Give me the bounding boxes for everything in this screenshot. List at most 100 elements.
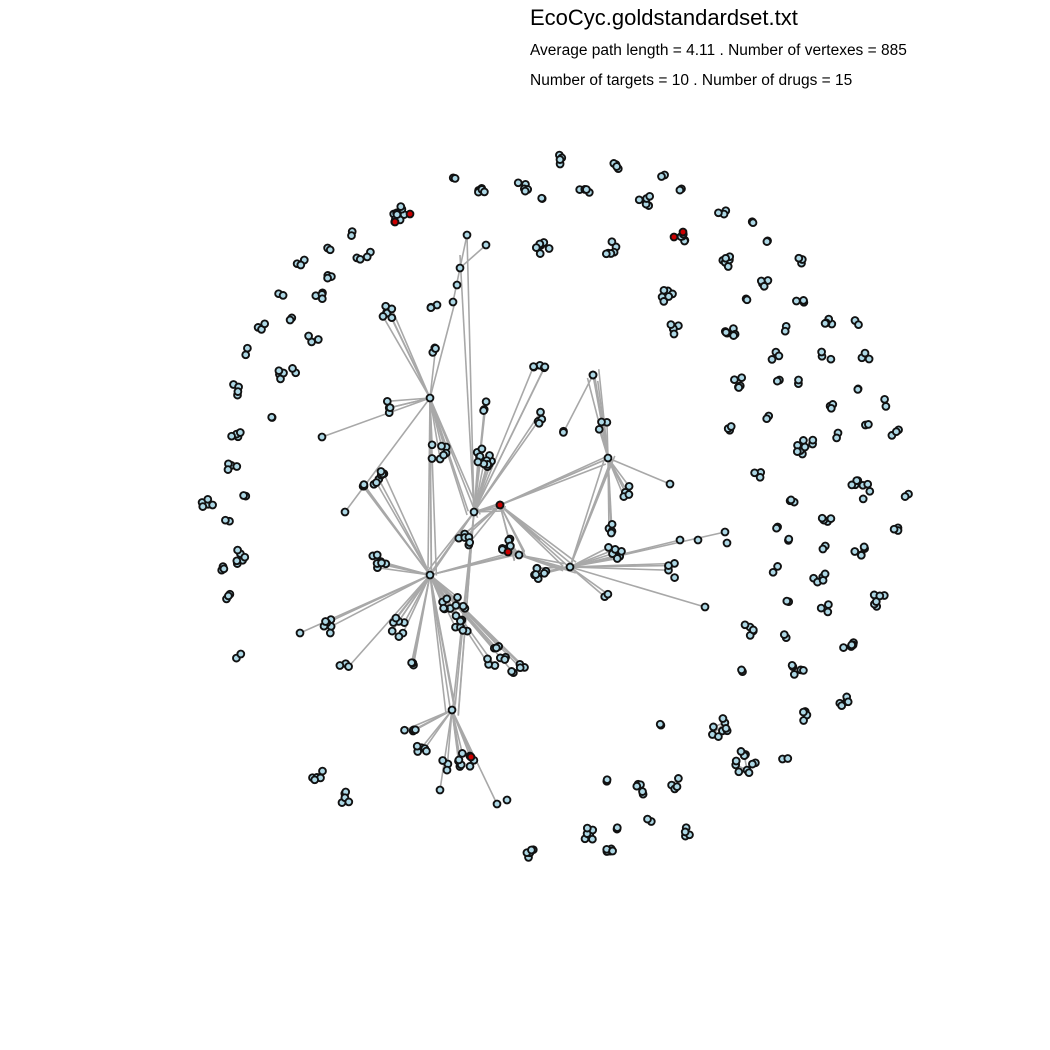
edge (473, 366, 535, 513)
vertex-node (664, 561, 673, 570)
vertex-node (448, 297, 458, 307)
edge (429, 574, 451, 707)
vertex-node (477, 444, 487, 454)
edge (424, 709, 453, 750)
vertex-node (239, 491, 248, 500)
vertex-node (617, 546, 626, 556)
vertex-node (799, 436, 808, 445)
vertex-node (325, 628, 335, 638)
vertex-node (666, 320, 676, 329)
edge (459, 254, 475, 513)
vertex-node (659, 285, 669, 295)
vertex-node (856, 550, 866, 560)
vertex-node (480, 187, 489, 197)
vertex-node (700, 602, 710, 612)
vertex-node (544, 244, 554, 253)
vertex-node (317, 432, 327, 442)
vertex-node (723, 262, 733, 271)
vertex-node (198, 502, 208, 511)
vertex-node (588, 370, 598, 380)
subtitle-targets-drugs: Number of targets = 10 . Number of drugs… (530, 72, 853, 89)
vertex-node (304, 331, 313, 341)
vertex-node (407, 658, 416, 668)
vertex-node (854, 320, 863, 330)
vertex-node (527, 845, 536, 855)
vertex-node (607, 519, 617, 529)
vertex-node (317, 294, 327, 304)
vertex-node (565, 562, 575, 572)
vertex-node (481, 240, 491, 250)
vertex-node (799, 666, 808, 675)
vertex-node (843, 697, 853, 707)
node-layer (197, 150, 913, 862)
edge (597, 369, 609, 459)
vertex-node (437, 441, 446, 451)
vertex-node (450, 174, 460, 183)
vertex-node (425, 570, 435, 580)
vertex-node (321, 617, 330, 626)
edge (464, 504, 501, 539)
vertex-node (722, 538, 732, 548)
vertex-node (900, 492, 910, 501)
vertex-node (675, 535, 685, 545)
vertex-node (783, 754, 793, 763)
vertex-node (458, 626, 468, 635)
edge (499, 504, 526, 552)
vertex-node (260, 319, 270, 329)
edge (403, 574, 431, 623)
edge (569, 455, 616, 568)
vertex-node (799, 707, 808, 717)
vertex-node (721, 724, 731, 733)
vertex-node (278, 291, 288, 300)
vertex-node (737, 373, 747, 383)
vertex-node (344, 662, 353, 671)
vertex-node (221, 515, 230, 525)
edge (569, 566, 706, 608)
edge (459, 234, 468, 269)
vertex-node (762, 414, 772, 424)
edge (451, 709, 460, 761)
chart-title: EcoCyc.goldstandardset.txt (530, 5, 798, 30)
vertex-node (784, 534, 794, 544)
edge (569, 458, 606, 568)
vertex-node (411, 725, 420, 735)
vertex-node (744, 768, 754, 778)
vertex-node (734, 383, 744, 392)
vertex-node (786, 495, 796, 505)
vertex-node (481, 397, 491, 407)
edge (607, 457, 671, 485)
vertex-node (664, 292, 674, 301)
vertex-node (859, 542, 869, 552)
vertex-node (492, 799, 502, 809)
vertex-node (458, 601, 468, 611)
vertex-node (624, 490, 634, 499)
vertex-node (659, 297, 669, 306)
vertex-node (232, 556, 242, 566)
vertex-node (465, 761, 475, 771)
vertex-node (451, 601, 461, 610)
vertex-node (670, 573, 679, 582)
vertex-node (539, 568, 549, 578)
edge (518, 554, 565, 565)
vertex-node (465, 538, 475, 547)
edge (569, 564, 669, 568)
vertex-node (536, 407, 545, 417)
edge (473, 366, 546, 513)
vertex-node (638, 787, 647, 796)
vertex-node (808, 435, 818, 445)
edge (499, 504, 577, 563)
vertex-node (669, 329, 679, 339)
vertex-node (372, 478, 381, 487)
vertex-node (602, 775, 612, 785)
vertex-node (768, 567, 778, 577)
vertex-node (742, 295, 752, 305)
vertex-node (267, 412, 277, 422)
vertex-node (537, 193, 547, 203)
vertex-node (513, 178, 523, 188)
vertex-node (392, 210, 402, 219)
edge (425, 511, 475, 582)
vertex-node (400, 725, 409, 735)
vertex-node (457, 749, 467, 758)
vertex-node (657, 172, 666, 181)
vertex-node (203, 494, 213, 504)
